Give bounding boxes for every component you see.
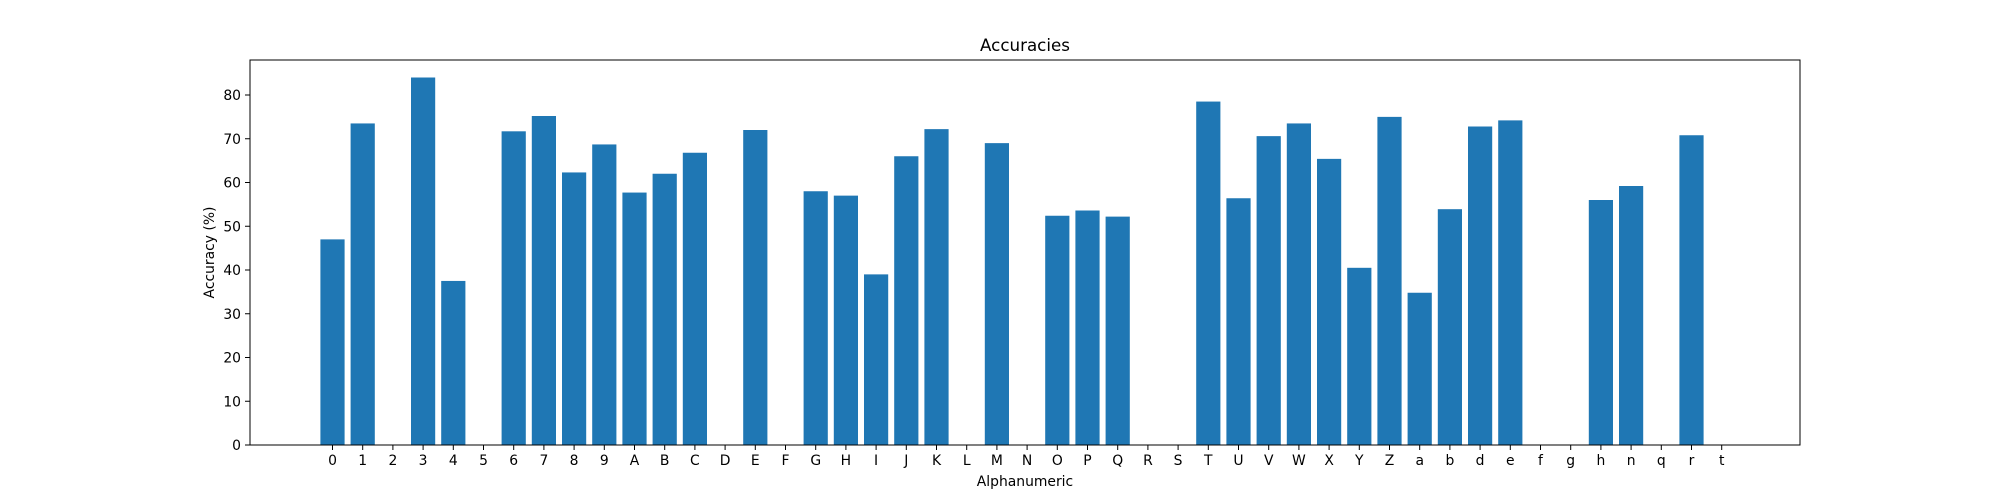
x-tick-label: 4 — [449, 453, 458, 469]
x-tick-label: 7 — [539, 453, 548, 469]
y-tick-label: 50 — [223, 219, 241, 235]
bar-d — [1468, 126, 1493, 445]
bar-e — [1498, 120, 1523, 446]
x-tick-label: G — [810, 453, 821, 469]
x-tick-label: K — [932, 453, 942, 469]
y-axis-label: Accuracy (%) — [202, 207, 218, 299]
x-tick-label: A — [630, 453, 640, 469]
x-tick-label: S — [1174, 453, 1183, 469]
y-tick-label: 30 — [223, 307, 241, 323]
y-tick-label: 60 — [223, 176, 241, 192]
x-tick-label: V — [1264, 453, 1274, 469]
x-tick-label: B — [660, 453, 670, 469]
bar-G — [803, 191, 828, 445]
x-tick-label: Y — [1354, 453, 1364, 469]
bar-Q — [1105, 216, 1130, 445]
y-tick-label: 0 — [232, 438, 241, 454]
bar-A — [622, 192, 647, 445]
bar-3 — [411, 77, 436, 445]
x-tick-label: 9 — [600, 453, 609, 469]
x-tick-label: C — [690, 453, 700, 469]
bar-4 — [441, 280, 466, 445]
x-tick-label: R — [1143, 453, 1153, 469]
x-tick-label: q — [1657, 453, 1666, 469]
bar-H — [833, 195, 858, 446]
bar-7 — [531, 116, 556, 445]
x-tick-label: E — [751, 453, 760, 469]
x-tick-label: b — [1445, 453, 1454, 469]
x-tick-label: 8 — [570, 453, 579, 469]
bar-b — [1437, 209, 1462, 445]
bar-V — [1256, 136, 1281, 446]
bar-W — [1286, 123, 1311, 445]
bar-h — [1588, 200, 1613, 445]
y-tick-label: 10 — [223, 394, 241, 410]
bar-6 — [501, 131, 526, 445]
x-tick-label: H — [841, 453, 851, 469]
y-tick-label: 20 — [223, 351, 241, 367]
y-tick-label: 70 — [223, 132, 241, 148]
bar-E — [743, 130, 768, 445]
bar-I — [864, 274, 889, 446]
y-tick-label: 80 — [223, 88, 241, 104]
x-tick-label: J — [903, 453, 908, 469]
x-tick-label: 1 — [358, 453, 367, 469]
x-tick-label: 0 — [328, 453, 337, 469]
bar-T — [1196, 101, 1221, 445]
bar-0 — [320, 239, 345, 446]
bar-P — [1075, 210, 1100, 445]
bar-O — [1045, 215, 1070, 445]
x-tick-label: g — [1566, 453, 1575, 469]
x-tick-label: F — [782, 453, 790, 469]
chart-title: Accuracies — [980, 35, 1070, 55]
x-tick-label: U — [1233, 453, 1243, 469]
bars-group — [320, 77, 1704, 446]
bar-r — [1679, 135, 1704, 445]
x-tick-label: d — [1476, 453, 1485, 469]
bar-8 — [562, 172, 587, 445]
x-tick-label: h — [1596, 453, 1605, 469]
bar-9 — [592, 144, 617, 445]
x-tick-label: M — [991, 453, 1003, 469]
x-axis-label: Alphanumeric — [977, 474, 1073, 490]
bar-n — [1619, 186, 1644, 445]
bar-U — [1226, 198, 1251, 445]
x-tick-label: W — [1292, 453, 1306, 469]
y-tick-label: 40 — [223, 263, 241, 279]
bar-Y — [1347, 267, 1372, 445]
x-tick-label: r — [1689, 453, 1695, 469]
x-tick-label: N — [1022, 453, 1032, 469]
y-axis-ticks: 0 10 20 30 40 50 60 70 80 — [223, 88, 250, 454]
bar-K — [924, 129, 949, 446]
x-tick-label: O — [1052, 453, 1063, 469]
x-tick-label: a — [1415, 453, 1424, 469]
x-tick-label: Q — [1112, 453, 1123, 469]
bar-a — [1407, 292, 1432, 445]
bar-J — [894, 156, 919, 445]
bar-Z — [1377, 116, 1402, 446]
x-tick-label: e — [1506, 453, 1515, 469]
bar-C — [682, 152, 707, 445]
x-tick-label: X — [1324, 453, 1334, 469]
x-tick-label: I — [874, 453, 878, 469]
x-tick-label: n — [1627, 453, 1636, 469]
bar-M — [984, 143, 1009, 446]
bar-1 — [350, 123, 375, 445]
bar-B — [652, 173, 677, 445]
x-tick-label: P — [1083, 453, 1091, 469]
x-tick-label: t — [1719, 453, 1725, 469]
x-tick-label: 2 — [388, 453, 397, 469]
x-tick-label: 6 — [509, 453, 518, 469]
x-tick-label: T — [1203, 453, 1213, 469]
bar-X — [1317, 158, 1342, 445]
x-tick-label: 3 — [419, 453, 428, 469]
plot-frame — [249, 59, 1801, 446]
x-tick-label: f — [1538, 453, 1544, 469]
x-tick-label: 5 — [479, 453, 488, 469]
x-tick-label: D — [720, 453, 731, 469]
x-tick-label: L — [963, 453, 971, 469]
x-tick-label: Z — [1385, 453, 1395, 469]
